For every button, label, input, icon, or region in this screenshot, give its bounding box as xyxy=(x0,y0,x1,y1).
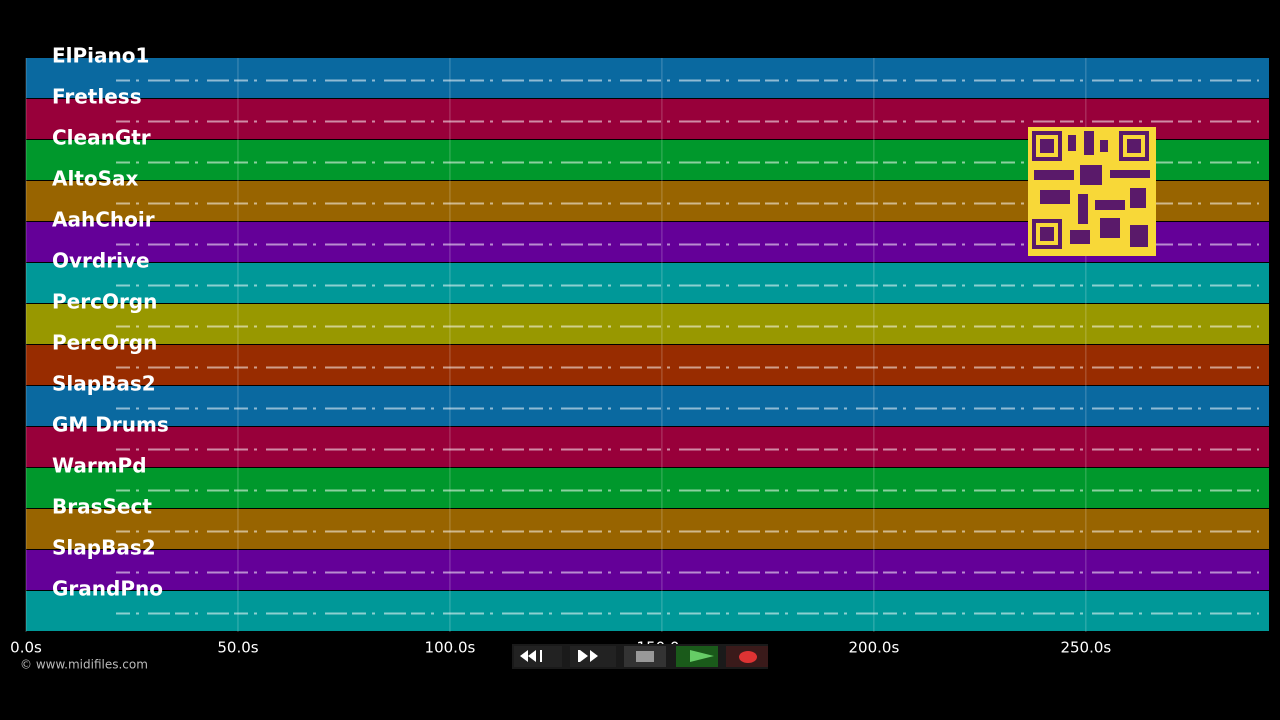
transport-controls xyxy=(512,644,768,669)
x-tick-label: 0.0s xyxy=(10,639,42,657)
track-name: SlapBas2 xyxy=(52,372,156,396)
track-band xyxy=(26,509,1269,549)
play-button[interactable] xyxy=(676,646,718,667)
track-name: Fretless xyxy=(52,85,142,109)
track-labels: ElPiano1 Fretless CleanGtr AltoSax AahChoir O… xyxy=(52,44,169,601)
track-band xyxy=(26,263,1269,303)
track-band xyxy=(26,427,1269,467)
track-band xyxy=(26,591,1269,631)
track-name: ElPiano1 xyxy=(52,44,149,68)
track-name: PercOrgn xyxy=(52,290,157,314)
track-name: GrandPno xyxy=(52,577,163,601)
track-name: SlapBas2 xyxy=(52,536,156,560)
track-band xyxy=(26,304,1269,344)
record-button[interactable] xyxy=(726,646,768,667)
track-name: Ovrdrive xyxy=(52,249,150,273)
rewind-button[interactable] xyxy=(514,646,562,667)
qr-code xyxy=(1028,127,1156,256)
track-name: GM Drums xyxy=(52,413,169,437)
x-tick-label: 100.0s xyxy=(425,639,476,657)
track-name: PercOrgn xyxy=(52,331,157,355)
track-name: AltoSax xyxy=(52,167,139,191)
track-band xyxy=(26,468,1269,508)
copyright: © www.midifiles.com xyxy=(20,658,148,672)
track-band xyxy=(26,386,1269,426)
tracks xyxy=(26,58,1269,631)
track-name: CleanGtr xyxy=(52,126,151,150)
x-tick-label: 50.0s xyxy=(217,639,258,657)
track-name: WarmPd xyxy=(52,454,147,478)
forward-button[interactable] xyxy=(570,646,616,667)
track-band xyxy=(26,345,1269,385)
x-tick-label: 200.0s xyxy=(849,639,900,657)
x-tick-label: 250.0s xyxy=(1060,639,1111,657)
track-band xyxy=(26,58,1269,98)
track-band xyxy=(26,550,1269,590)
stop-button[interactable] xyxy=(624,646,666,667)
track-name: BrasSect xyxy=(52,495,152,519)
track-name: AahChoir xyxy=(52,208,155,232)
